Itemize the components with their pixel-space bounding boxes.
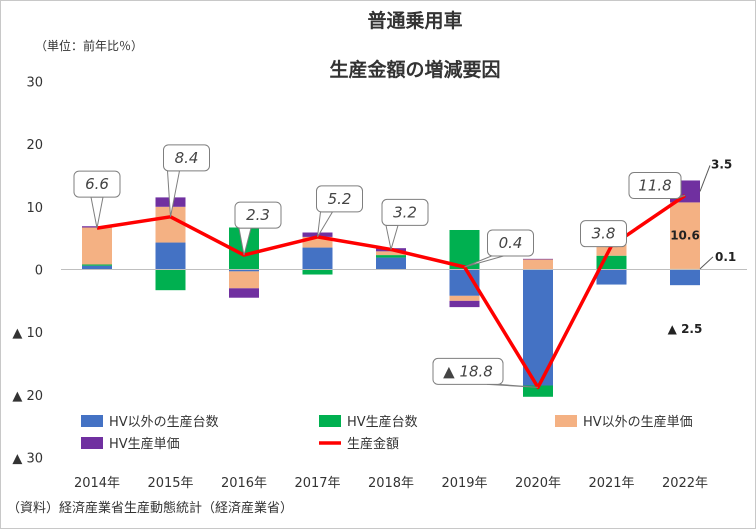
x-tick-label: 2018年: [368, 476, 414, 491]
legend-swatch: [555, 415, 577, 427]
bar-segment: [670, 202, 700, 269]
callout-box: [163, 144, 210, 172]
bar-segment: [376, 257, 406, 270]
legend-entry: 生産金額: [319, 436, 399, 452]
x-tick-label: 2020年: [515, 476, 561, 491]
callout: 5.2: [316, 185, 363, 238]
bar-segment: [155, 242, 186, 270]
legend-swatch: [319, 415, 341, 427]
bar-segment: [155, 269, 186, 291]
callout-box: [381, 198, 429, 226]
y-tick-label: 10: [26, 201, 43, 216]
bar-segment: [302, 236, 333, 248]
legend-label: HV以外の生産台数: [109, 414, 219, 430]
legend-label: 生産金額: [347, 436, 399, 452]
callout: 0.4: [464, 229, 534, 268]
x-tick-label: 2021年: [588, 476, 634, 491]
callout-box: [580, 220, 627, 248]
legend-entry: HV生産単価: [81, 436, 180, 452]
bar-segment: [229, 288, 259, 298]
bar-segment: [449, 295, 480, 301]
callout: 3.8: [580, 220, 627, 248]
callout: ▲ 18.8: [432, 357, 539, 388]
callout-box: [234, 201, 282, 229]
x-tick-label: 2015年: [147, 476, 193, 491]
segment-leader: [699, 256, 714, 270]
segment-label: 10.6: [670, 229, 700, 243]
callout-pointer: [385, 224, 399, 250]
callout: 11.8: [628, 172, 686, 200]
source-note: （資料）経済産業省生産動態統計（経済産業省）: [7, 500, 293, 516]
x-tick-label: 2019年: [441, 476, 487, 491]
total-label: 0.4: [499, 234, 523, 252]
bar-segment: [523, 385, 553, 397]
segment-leader: [699, 165, 711, 192]
total-label: 5.2: [328, 190, 352, 208]
x-tick-label: 2016年: [221, 476, 267, 491]
x-axis: 2014年 2015年 2016年 2017年 2018年 2019年 2020年 2021年…: [74, 476, 708, 491]
chart-title-line-2: 生産金額の増減要因: [329, 58, 500, 81]
callout: 8.4: [163, 144, 210, 217]
callout-box: [73, 170, 121, 198]
callout-box: [432, 357, 504, 385]
y-tick-label: ▲ 10: [12, 326, 43, 341]
callout: 3.2: [381, 198, 429, 250]
callout: 6.6: [73, 170, 121, 229]
legend-swatch: [81, 437, 103, 449]
bar-segment: [670, 269, 700, 286]
legend-swatch: [81, 415, 103, 427]
legend-entry: HV以外の生産単価: [555, 414, 693, 430]
y-tick-label: ▲ 20: [12, 389, 43, 404]
bar-segment: [229, 271, 259, 289]
y-axis: 30 20 10 0 ▲ 10 ▲ 20 ▲ 30: [12, 75, 43, 466]
total-callouts: 6.6 8.4 2.3 5.2 3.2 0.4 ▲ 18.8 3.8 11.8: [73, 144, 686, 388]
legend: HV以外の生産台数 HV生産台数 HV以外の生産単価 HV生産単価 生産金額: [81, 414, 693, 452]
total-label: 3.2: [393, 203, 417, 221]
bar-segment: [376, 251, 406, 256]
legend-entry: HV生産台数: [319, 414, 418, 430]
callout: 2.3: [234, 201, 282, 256]
y-tick-label: 30: [26, 75, 43, 90]
total-label: 11.8: [638, 177, 671, 195]
x-tick-label: 2022年: [662, 476, 708, 491]
legend-label: HV生産台数: [347, 414, 418, 430]
bar-segment: [596, 269, 627, 285]
x-tick-label: 2014年: [74, 476, 120, 491]
unit-label: （単位：前年比％）: [35, 38, 143, 53]
bar-segment: [302, 269, 333, 275]
bar-segment: [449, 300, 480, 308]
bar-segment: [82, 264, 112, 266]
bar-segment: [302, 247, 333, 270]
callout-box: [487, 229, 534, 257]
y-tick-label: 20: [26, 138, 43, 153]
callout-box: [628, 172, 682, 200]
segment-labels: 3.5 10.6 0.1 ▲ 2.5: [668, 157, 737, 336]
bar-segment: [523, 258, 553, 260]
y-tick-label: 0: [35, 264, 43, 279]
legend-label: HV生産単価: [109, 436, 180, 452]
x-tick-label: 2017年: [294, 476, 340, 491]
total-label: 2.3: [246, 206, 270, 224]
bar-segment: [523, 259, 553, 270]
segment-label: ▲ 2.5: [668, 322, 703, 336]
total-label: 8.4: [175, 149, 199, 167]
chart-title-line-1: 普通乗用車: [367, 9, 462, 32]
bar-segment: [229, 269, 259, 272]
y-tick-label: ▲ 30: [12, 452, 43, 467]
legend-label: HV以外の生産単価: [583, 414, 693, 430]
bar-segment: [82, 265, 112, 270]
callout-box: [316, 185, 363, 213]
bar-segment: [376, 255, 406, 258]
segment-label: 3.5: [711, 157, 732, 171]
total-label: 6.6: [85, 175, 109, 193]
segment-label: 0.1: [715, 250, 736, 264]
callout-pointer: [90, 196, 104, 229]
total-label: 3.8: [592, 225, 616, 243]
legend-entry: HV以外の生産台数: [81, 414, 219, 430]
total-label: ▲ 18.8: [443, 362, 493, 380]
bar-segment: [82, 227, 112, 265]
